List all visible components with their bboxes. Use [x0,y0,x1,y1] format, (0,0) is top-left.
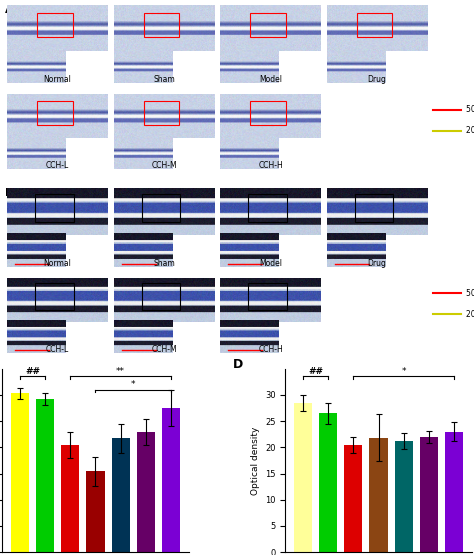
Bar [137,432,155,552]
Bar [86,471,105,552]
Bar [319,413,337,552]
Bar [294,403,312,552]
Bar [445,432,463,552]
Text: *: * [131,380,136,389]
Text: *: * [401,367,406,376]
Bar [162,408,180,552]
Bar [395,441,413,552]
Bar [344,445,363,552]
Text: ##: ## [25,367,40,376]
Bar [369,438,388,552]
Text: A: A [5,4,13,14]
Text: B: B [5,188,13,198]
Bar [11,393,29,552]
Bar [61,445,79,552]
Bar [36,399,54,552]
Text: 500 μm: 500 μm [466,289,474,298]
Text: 500 μm: 500 μm [466,105,474,114]
Text: **: ** [116,367,125,376]
Text: ##: ## [308,367,323,376]
Bar [111,438,130,552]
Text: 200 μm: 200 μm [466,310,474,319]
Bar [420,437,438,552]
Text: 200 μm: 200 μm [466,126,474,135]
Y-axis label: Optical density: Optical density [251,426,259,495]
Text: D: D [233,357,244,371]
